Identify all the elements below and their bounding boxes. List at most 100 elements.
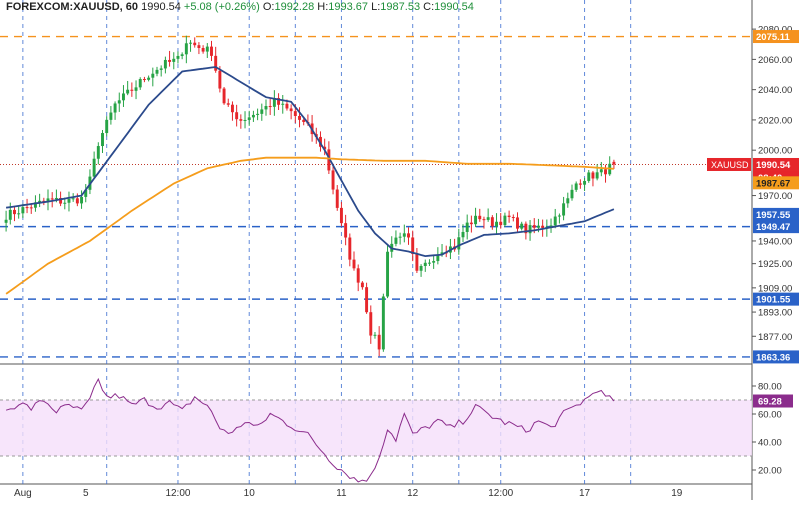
- rsi-tag-label: 69.28: [758, 397, 782, 408]
- candle-body-64: [272, 98, 276, 107]
- candle-body-136: [574, 183, 578, 190]
- candle-body-93: [394, 237, 398, 244]
- candle-28: [121, 85, 125, 107]
- symbol-label[interactable]: FOREXCOM:XAUUSD, 60: [6, 1, 139, 13]
- symbol-box-label: XAUUSD: [711, 160, 749, 170]
- candle-94: [398, 232, 402, 245]
- candle-124: [524, 221, 528, 240]
- candle-body-18: [80, 196, 84, 204]
- candle-112: [474, 207, 478, 228]
- candle-33: [142, 76, 146, 83]
- candle-47: [201, 45, 205, 54]
- candle-86: [365, 282, 369, 314]
- candle-11: [50, 192, 54, 208]
- low-value: 1987.53: [380, 1, 421, 13]
- close-label: C:: [423, 1, 435, 13]
- high-label: H:: [317, 1, 329, 13]
- candle-body-48: [205, 46, 209, 52]
- candle-body-30: [130, 89, 134, 91]
- price-tick-label-8: 1909.00: [758, 283, 792, 294]
- candle-109: [461, 224, 465, 242]
- rsi-tag-bg: [753, 394, 793, 408]
- candle-46: [197, 42, 201, 55]
- candle-body-142: [599, 169, 603, 173]
- candle-110: [465, 214, 469, 240]
- candle-107: [453, 238, 457, 252]
- candle-body-88: [373, 334, 377, 336]
- time-tick-label-3: 10: [244, 488, 256, 499]
- candle-body-65: [277, 98, 281, 105]
- candle-body-5: [25, 207, 29, 209]
- symbol-box-bg: [707, 157, 751, 171]
- level-tag-3-label: 1901.55: [756, 295, 791, 306]
- candle-5: [25, 198, 29, 214]
- candle-body-68: [289, 108, 293, 112]
- candle-84: [356, 264, 360, 292]
- current-price-tag: 1990.54: [753, 157, 799, 171]
- candle-body-33: [142, 79, 146, 81]
- candle-38: [163, 56, 167, 74]
- candle-137: [578, 179, 582, 189]
- candle-8: [38, 193, 42, 208]
- price-tick-label-9: 1893.00: [758, 308, 792, 319]
- candle-body-145: [612, 161, 616, 165]
- candle-93: [394, 230, 398, 247]
- candle-body-82: [348, 237, 352, 260]
- candle-body-37: [159, 68, 163, 70]
- level-tag-1-label: 1957.55: [756, 210, 791, 221]
- candle-101: [427, 259, 431, 266]
- candle-62: [264, 99, 268, 116]
- candle-body-87: [369, 312, 373, 336]
- candle-body-39: [168, 59, 172, 62]
- candle-body-46: [197, 45, 201, 49]
- candle-35: [151, 67, 155, 87]
- candle-body-109: [461, 231, 465, 238]
- candle-53: [226, 98, 230, 107]
- candle-87: [369, 305, 373, 344]
- candle-141: [595, 164, 599, 181]
- candle-body-28: [121, 93, 125, 101]
- candle-body-7: [33, 202, 37, 208]
- candle-81: [344, 214, 348, 246]
- price-tick-label-6: 1940.00: [758, 236, 792, 247]
- candle-76: [323, 138, 327, 156]
- time-tick-label-2: 12:00: [165, 488, 190, 499]
- candle-118: [499, 213, 503, 229]
- time-tick-label-6: 12:00: [488, 488, 513, 499]
- candle-body-1: [8, 209, 12, 220]
- candle-body-43: [184, 43, 188, 55]
- candle-body-111: [469, 222, 473, 225]
- level-tag-1-bg: [753, 207, 799, 221]
- candle-body-94: [398, 236, 402, 238]
- candle-body-91: [386, 251, 390, 297]
- ma-slow-tag-bg: [753, 176, 799, 190]
- candles: [4, 35, 616, 357]
- price-tick-label-7: 1925.00: [758, 259, 792, 270]
- candle-1: [8, 202, 12, 225]
- candle-body-6: [29, 207, 33, 209]
- candle-body-100: [423, 262, 427, 267]
- candle-63: [268, 98, 272, 116]
- rsi-tick-label-1: 60.00: [758, 410, 782, 421]
- candle-body-62: [264, 106, 268, 110]
- candle-56: [239, 114, 243, 129]
- candle-80: [339, 201, 343, 227]
- candle-4: [21, 203, 25, 218]
- candle-body-99: [419, 266, 423, 271]
- candle-120: [507, 210, 511, 223]
- candle-57: [243, 111, 247, 129]
- candle-99: [419, 264, 423, 277]
- level-tag-2-label: 1949.47: [756, 222, 790, 233]
- rsi-tick-label-2: 40.00: [758, 438, 782, 449]
- candle-body-85: [360, 282, 364, 288]
- candle-102: [432, 254, 436, 269]
- candle-body-124: [524, 223, 528, 234]
- candle-body-34: [147, 77, 151, 80]
- candle-body-130: [549, 225, 553, 227]
- candle-body-119: [503, 215, 507, 226]
- candle-body-2: [13, 209, 16, 215]
- candle-48: [205, 43, 209, 58]
- candle-66: [281, 95, 285, 114]
- candle-body-38: [163, 59, 167, 69]
